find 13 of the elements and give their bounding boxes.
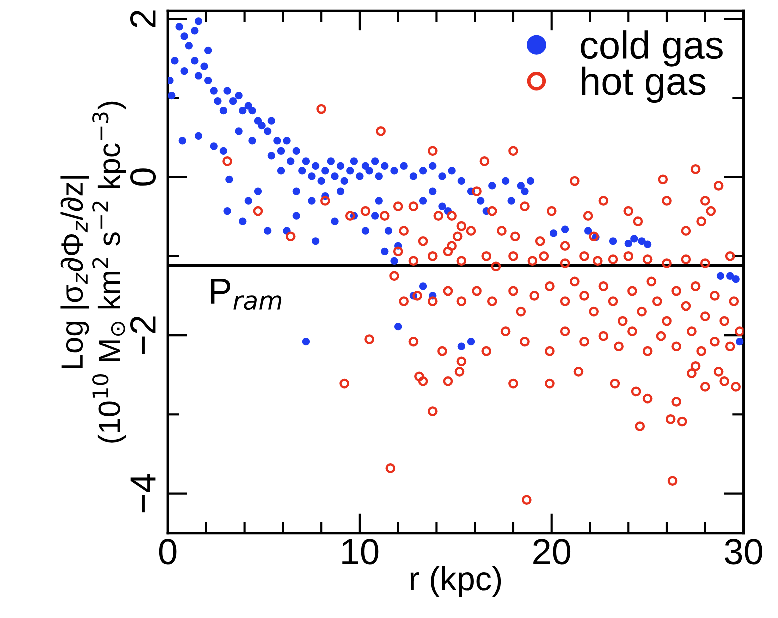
- x-tick-label: 10: [342, 539, 379, 565]
- x-tick-label: 0: [159, 539, 177, 565]
- legend-label: cold gas: [581, 30, 723, 67]
- y-tick-label: −2: [130, 316, 156, 354]
- y-tick-label: −4: [130, 474, 156, 513]
- x-axis-title: r (kpc): [410, 566, 502, 598]
- y-tick-label: 2: [130, 10, 156, 28]
- ref-line-label: P$_{ram}$: [211, 279, 282, 310]
- y-tick-label: 0: [130, 168, 156, 186]
- x-tick-label: 20: [534, 539, 571, 565]
- legend-label: hot gas: [582, 66, 706, 104]
- x-tick-label: 30: [725, 539, 762, 565]
- text: Log |σ$_{z}$∂Φ$_{z}$/∂z| (10$^{10}$ M$_{⊙}$ km$^{2}$ s$^{−2}$ kpc$^{−3}$): [60, 102, 126, 443]
